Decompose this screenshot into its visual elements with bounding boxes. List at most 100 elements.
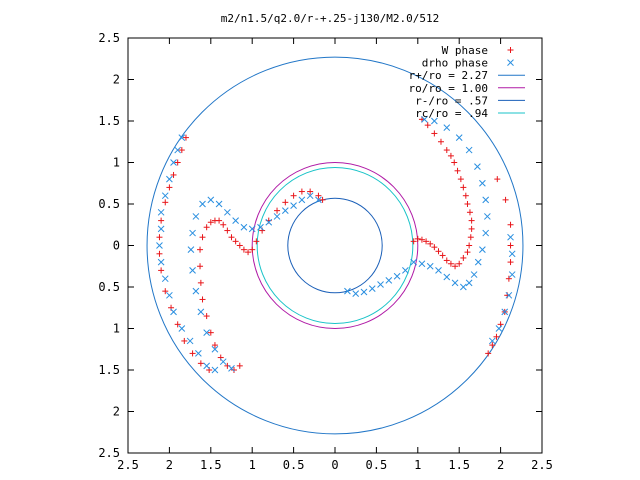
data-point bbox=[460, 254, 467, 261]
data-point bbox=[315, 196, 322, 204]
data-point bbox=[248, 225, 256, 233]
data-point bbox=[211, 342, 218, 349]
data-point bbox=[344, 287, 351, 295]
data-point bbox=[207, 329, 214, 336]
data-point bbox=[402, 267, 409, 274]
x-tick-label: 2 bbox=[497, 458, 504, 472]
x-tick-label: 1.5 bbox=[448, 458, 470, 472]
chart-title: m2/n1.5/q2.0/r-+.25-j130/M2.0/512 bbox=[221, 12, 440, 25]
data-point bbox=[157, 208, 165, 216]
x-tick-label: 2.5 bbox=[531, 458, 553, 472]
data-point bbox=[192, 213, 200, 220]
data-point bbox=[230, 367, 237, 373]
data-point bbox=[203, 362, 211, 370]
data-point bbox=[174, 159, 181, 166]
legend-label: rc/ro = .94 bbox=[415, 107, 488, 120]
x-tick-label: 0.5 bbox=[366, 458, 388, 472]
data-point bbox=[199, 200, 206, 208]
data-point bbox=[466, 209, 473, 216]
y-tick-label: 0.5 bbox=[98, 197, 120, 211]
data-point bbox=[447, 260, 454, 267]
circle-r-ro bbox=[146, 56, 524, 435]
y-tick-label: 1 bbox=[113, 322, 120, 336]
axis-ticks: 2.5 2 1.5 1 0.5 0 0.5 1 1.5 2 2.52.521.510.500.511… bbox=[98, 31, 553, 472]
data-point bbox=[158, 267, 165, 274]
data-point bbox=[215, 200, 223, 208]
y-tick-label: 2 bbox=[113, 405, 120, 419]
data-point bbox=[501, 308, 509, 316]
data-point bbox=[483, 213, 491, 220]
data-point bbox=[166, 291, 173, 299]
data-point bbox=[174, 146, 182, 154]
data-point bbox=[207, 196, 215, 204]
data-point bbox=[182, 134, 189, 141]
data-point bbox=[156, 250, 163, 257]
y-tick-label: 1.5 bbox=[98, 363, 120, 377]
data-point bbox=[281, 207, 289, 214]
data-point bbox=[470, 271, 478, 278]
data-point bbox=[211, 217, 218, 224]
data-point bbox=[474, 258, 482, 266]
data-point bbox=[467, 234, 474, 241]
data-point bbox=[466, 242, 473, 249]
data-point bbox=[393, 272, 401, 280]
data-point bbox=[162, 199, 169, 206]
data-point bbox=[489, 342, 496, 349]
circle-r-ro bbox=[287, 197, 383, 294]
data-point bbox=[157, 258, 165, 266]
data-point bbox=[426, 262, 434, 270]
data-point bbox=[451, 159, 458, 166]
data-point bbox=[493, 333, 500, 340]
data-point bbox=[508, 250, 516, 258]
data-point bbox=[236, 242, 243, 249]
data-point bbox=[232, 238, 239, 245]
data-point bbox=[265, 218, 273, 226]
data-point bbox=[170, 159, 177, 166]
legend-label: drho phase bbox=[422, 57, 488, 70]
data-point bbox=[507, 221, 514, 228]
data-point bbox=[170, 308, 177, 316]
data-point bbox=[368, 285, 376, 293]
data-point bbox=[502, 196, 509, 203]
legend-entry: ro/ro = 1.00 bbox=[409, 82, 525, 95]
data-point bbox=[298, 188, 305, 195]
data-point bbox=[156, 234, 163, 241]
data-point bbox=[156, 242, 163, 249]
data-point bbox=[462, 192, 469, 199]
data-point bbox=[249, 246, 256, 253]
data-point bbox=[431, 130, 438, 137]
data-point bbox=[197, 263, 204, 270]
legend-label: r+/ro = 2.27 bbox=[409, 69, 488, 82]
data-point bbox=[457, 176, 464, 183]
data-point bbox=[203, 329, 211, 337]
data-point bbox=[192, 287, 200, 295]
data-point bbox=[495, 325, 503, 332]
data-point bbox=[431, 117, 438, 125]
data-point bbox=[464, 201, 471, 207]
x-tick-label: 2.5 bbox=[117, 458, 139, 472]
data-point bbox=[482, 196, 490, 204]
legend-entry: r+/ro = 2.27 bbox=[409, 69, 525, 82]
data-point bbox=[455, 134, 463, 141]
data-point bbox=[454, 167, 461, 174]
data-point bbox=[410, 258, 418, 266]
y-tick-label: 1.5 bbox=[98, 114, 120, 128]
data-point bbox=[427, 240, 434, 247]
data-point bbox=[421, 115, 428, 123]
data-point bbox=[189, 267, 196, 274]
data-point bbox=[508, 271, 516, 278]
data-point bbox=[224, 227, 231, 234]
data-point bbox=[507, 242, 514, 249]
legend-label: r-/ro = .57 bbox=[415, 94, 488, 107]
legend-label: ro/ro = 1.00 bbox=[409, 82, 488, 95]
data-point bbox=[219, 358, 227, 366]
data-point bbox=[352, 290, 360, 297]
data-point bbox=[447, 152, 454, 159]
data-point bbox=[307, 188, 314, 195]
data-point bbox=[166, 184, 173, 191]
data-point bbox=[187, 246, 195, 254]
data-point bbox=[273, 213, 281, 220]
data-point bbox=[189, 229, 196, 237]
legend-entry: W phase bbox=[442, 44, 514, 57]
data-point bbox=[199, 234, 206, 241]
